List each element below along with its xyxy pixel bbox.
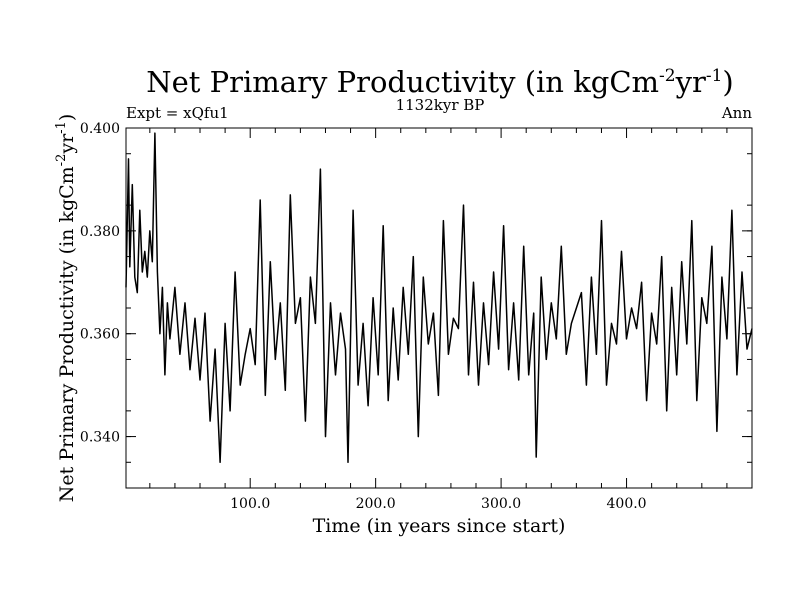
- y-tick-label: 0.380: [80, 224, 120, 240]
- y-tick-label: 0.400: [80, 121, 120, 137]
- x-tick-label: 200.0: [356, 496, 396, 512]
- x-axis-label: Time (in years since start): [313, 515, 566, 537]
- period-label: 1132kyr BP: [396, 96, 485, 114]
- x-axis: 100.0 200.0 300.0 400.0: [149, 128, 728, 512]
- npp-series-line: [125, 132, 753, 464]
- x-tick-label: 300.0: [481, 496, 521, 512]
- chart-title: Net Primary Productivity (in kgCm-2yr-1): [146, 65, 734, 99]
- y-axis-label: Net Primary Productivity (in kgCm-2yr-1): [54, 114, 78, 503]
- experiment-label: Expt = xQfu1: [126, 104, 229, 122]
- season-label: Ann: [721, 104, 752, 122]
- x-tick-label: 100.0: [230, 496, 270, 512]
- y-tick-label: 0.340: [80, 430, 120, 446]
- y-tick-label: 0.360: [80, 327, 120, 343]
- y-axis: 0.340 0.360 0.380 0.400: [80, 121, 752, 463]
- x-tick-label: 400.0: [607, 496, 647, 512]
